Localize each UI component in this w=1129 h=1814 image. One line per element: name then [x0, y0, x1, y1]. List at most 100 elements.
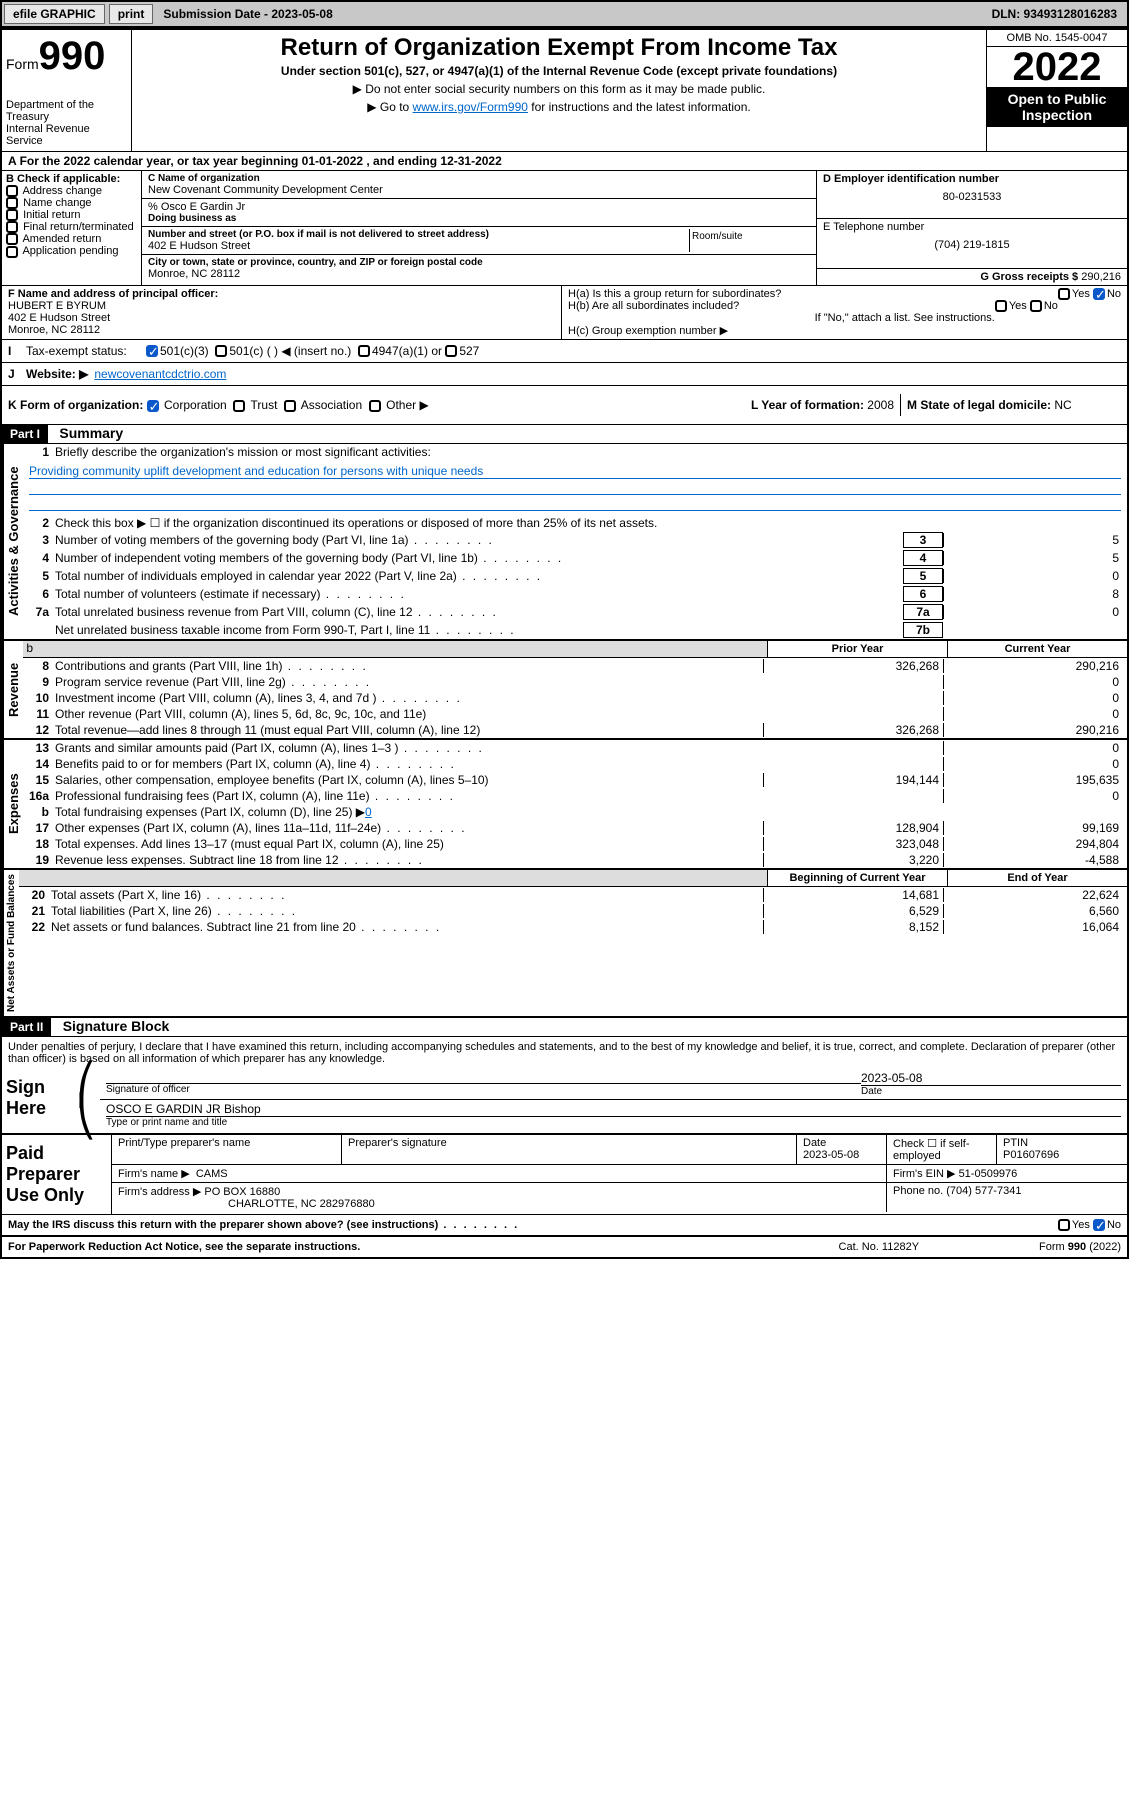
checkbox-name-change[interactable]	[6, 197, 18, 209]
val-4: 5	[943, 551, 1123, 565]
ptin: P01607696	[1003, 1149, 1059, 1161]
h-c-label: H(c) Group exemption number ▶	[568, 324, 1121, 337]
dept-treasury: Department of the Treasury	[6, 99, 127, 123]
irs-label: Internal Revenue Service	[6, 123, 127, 147]
b22: 8,152	[763, 920, 943, 934]
c9: 0	[943, 675, 1123, 689]
officer-name: HUBERT E BYRUM	[8, 300, 555, 312]
mission-text: Providing community uplift development a…	[29, 464, 1121, 479]
check-501c3[interactable]	[146, 345, 158, 357]
irs-link[interactable]: www.irs.gov/Form990	[413, 100, 528, 114]
state-domicile: NC	[1054, 398, 1071, 412]
care-of: % Osco E Gardin Jr	[148, 201, 810, 213]
ein: 80-0231533	[823, 191, 1121, 203]
check-527[interactable]	[445, 345, 457, 357]
checkbox-final-return[interactable]	[6, 221, 18, 233]
check-corp[interactable]	[147, 400, 159, 412]
box-c-label: C Name of organization	[148, 173, 810, 184]
paid-preparer-label: Paid Preparer Use Only	[2, 1135, 112, 1214]
checkbox-initial-return[interactable]	[6, 209, 18, 221]
firm-ein: 51-0509976	[959, 1168, 1018, 1180]
check-trust[interactable]	[233, 400, 245, 412]
c19: -4,588	[943, 853, 1123, 867]
e20: 22,624	[943, 888, 1123, 902]
checkbox-pending[interactable]	[6, 246, 18, 258]
city-label: City or town, state or province, country…	[148, 257, 810, 268]
h-note: If "No," attach a list. See instructions…	[568, 312, 1121, 324]
prep-date: 2023-05-08	[803, 1149, 859, 1161]
p15: 194,144	[763, 773, 943, 787]
p18: 323,048	[763, 837, 943, 851]
dba-label: Doing business as	[148, 213, 810, 224]
ha-yes[interactable]	[1058, 288, 1070, 300]
c14: 0	[943, 757, 1123, 771]
street-address: 402 E Hudson Street	[148, 240, 689, 252]
form-subtitle: Under section 501(c), 527, or 4947(a)(1)…	[140, 64, 978, 78]
h-a-label: H(a) Is this a group return for subordin…	[568, 288, 781, 300]
col-current-year: Current Year	[947, 641, 1127, 658]
p8: 326,268	[763, 659, 943, 673]
e22: 16,064	[943, 920, 1123, 934]
tab-expenses: Expenses	[2, 740, 23, 868]
ha-no[interactable]	[1093, 288, 1105, 300]
check-501c[interactable]	[215, 345, 227, 357]
h-b-label: H(b) Are all subordinates included?	[568, 300, 739, 312]
toolbar: efile GRAPHIC print Submission Date - 20…	[0, 0, 1129, 28]
part1-title: Summary	[51, 423, 131, 443]
street-label: Number and street (or P.O. box if mail i…	[148, 229, 689, 240]
form-word: Form	[6, 56, 39, 72]
year-formation: 2008	[867, 398, 894, 412]
tax-exempt-label: Tax-exempt status:	[26, 344, 146, 358]
sign-here-label: Sign Here	[2, 1069, 72, 1133]
tab-governance: Activities & Governance	[2, 444, 23, 639]
p12: 326,268	[763, 723, 943, 737]
line2-text: Check this box ▶ ☐ if the organization d…	[55, 516, 1123, 530]
box-g-label: G Gross receipts $	[980, 271, 1078, 283]
tab-revenue: Revenue	[2, 641, 23, 738]
col-prior-year: Prior Year	[767, 641, 947, 658]
checkbox-amended[interactable]	[6, 233, 18, 245]
telephone: (704) 219-1815	[823, 239, 1121, 251]
dln: DLN: 93493128016283	[992, 7, 1125, 21]
instr-link-row: ▶ Go to www.irs.gov/Form990 for instruct…	[140, 100, 978, 114]
line1-text: Briefly describe the organization's miss…	[55, 445, 1123, 459]
val-7a: 0	[943, 605, 1123, 619]
box-e-label: E Telephone number	[823, 221, 1121, 233]
box-d-label: D Employer identification number	[823, 173, 1121, 185]
c12: 290,216	[943, 723, 1123, 737]
jurat-text: Under penalties of perjury, I declare th…	[2, 1037, 1127, 1069]
e21: 6,560	[943, 904, 1123, 918]
hb-yes[interactable]	[995, 300, 1007, 312]
cat-no: Cat. No. 11282Y	[839, 1241, 920, 1253]
tax-year: 2022	[987, 47, 1127, 87]
check-other[interactable]	[369, 400, 381, 412]
officer-street: 402 E Hudson Street	[8, 312, 555, 324]
check-4947[interactable]	[358, 345, 370, 357]
c15: 195,635	[943, 773, 1123, 787]
b20: 14,681	[763, 888, 943, 902]
fundraising-link[interactable]: 0	[365, 805, 372, 819]
print-button[interactable]: print	[109, 4, 154, 24]
officer-city: Monroe, NC 28112	[8, 324, 555, 336]
firm-name: CAMS	[196, 1168, 228, 1180]
val-3: 5	[943, 533, 1123, 547]
website-link[interactable]: newcovenantcdctrio.com	[94, 367, 226, 381]
checkbox-address-change[interactable]	[6, 185, 18, 197]
room-suite-label: Room/suite	[690, 229, 810, 252]
p17: 128,904	[763, 821, 943, 835]
discuss-yes[interactable]	[1058, 1219, 1070, 1231]
check-assoc[interactable]	[284, 400, 296, 412]
discuss-text: May the IRS discuss this return with the…	[8, 1219, 1058, 1231]
c10: 0	[943, 691, 1123, 705]
c11: 0	[943, 707, 1123, 721]
paperwork-notice: For Paperwork Reduction Act Notice, see …	[8, 1241, 839, 1253]
form-title: Return of Organization Exempt From Incom…	[140, 34, 978, 62]
hb-no[interactable]	[1030, 300, 1042, 312]
officer-typed-name: OSCO E GARDIN JR Bishop	[106, 1102, 1121, 1116]
c13: 0	[943, 741, 1123, 755]
discuss-no[interactable]	[1093, 1219, 1105, 1231]
part2-title: Signature Block	[55, 1016, 178, 1036]
efile-button[interactable]: efile GRAPHIC	[4, 4, 105, 24]
city-state-zip: Monroe, NC 28112	[148, 268, 810, 280]
c16a: 0	[943, 789, 1123, 803]
